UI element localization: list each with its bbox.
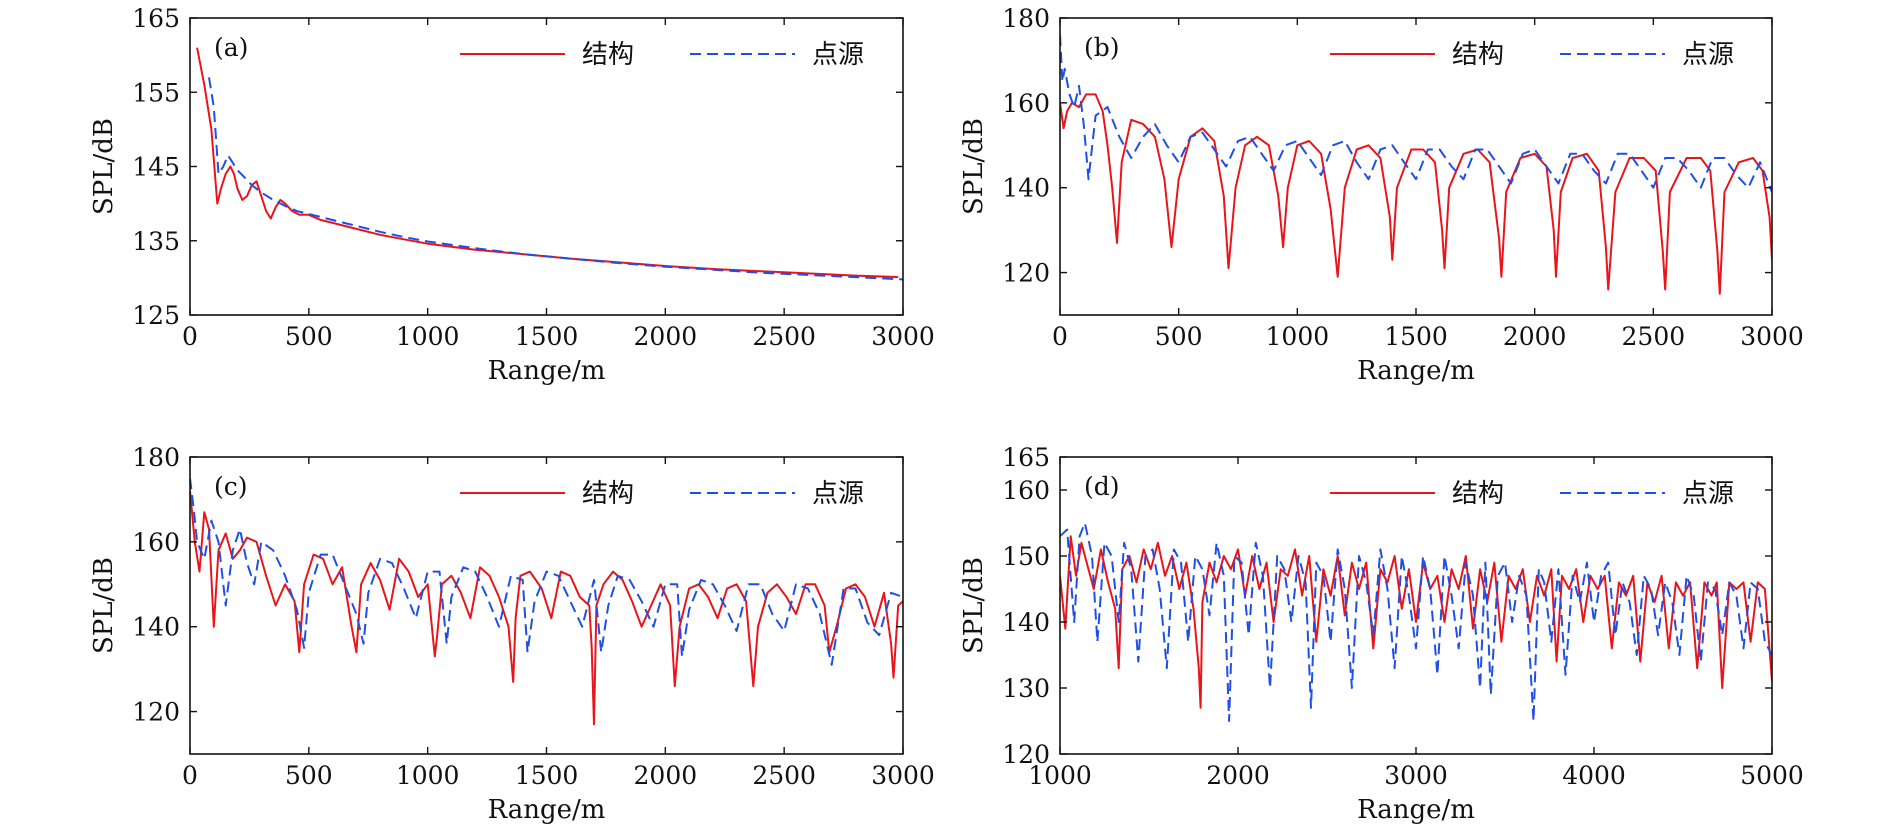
x-tick-label: 3000 — [1740, 322, 1804, 351]
x-tick-label: 1000 — [1028, 761, 1092, 790]
x-tick-label: 0 — [182, 322, 198, 351]
x-tick-label: 1000 — [396, 761, 460, 790]
series-line-structure — [196, 47, 899, 279]
panel-tag: (c) — [214, 472, 248, 501]
x-tick-label: 2000 — [634, 322, 698, 351]
legend-label-point-source: 点源 — [812, 40, 864, 70]
legend-label-point-source: 点源 — [1682, 40, 1734, 70]
x-tick-label: 0 — [1052, 322, 1068, 351]
x-tick-label: 4000 — [1562, 761, 1626, 790]
x-axis-label: Range/m — [1357, 795, 1475, 825]
series-line-point-source — [190, 478, 903, 666]
x-tick-label: 1500 — [515, 761, 579, 790]
x-tick-label: 3000 — [871, 761, 935, 790]
legend-label-structure: 结构 — [582, 479, 634, 509]
x-tick-label: 1500 — [1384, 322, 1448, 351]
chart-panel-a: 0 500 1000 1500 2000 2500 3000 125 135 145 155 165 R… — [89, 4, 935, 386]
x-axis-label: Range/m — [488, 356, 606, 386]
y-axis-label: SPL/dB — [89, 118, 119, 215]
y-tick-label: 180 — [1002, 4, 1050, 33]
x-tick-label: 3000 — [1384, 761, 1448, 790]
y-tick-label: 160 — [1002, 476, 1050, 505]
x-tick-label: 2000 — [634, 761, 698, 790]
y-tick-label: 140 — [132, 613, 180, 642]
panel-tag: (a) — [214, 33, 248, 62]
y-tick-label: 120 — [1002, 259, 1050, 288]
series-line-point-source — [1060, 34, 1772, 193]
x-tick-label: 500 — [285, 322, 333, 351]
x-tick-label: 2000 — [1503, 322, 1567, 351]
y-axis-label: SPL/dB — [89, 557, 119, 654]
y-tick-label: 165 — [132, 4, 180, 33]
x-tick-label: 3000 — [871, 322, 935, 351]
legend-label-structure: 结构 — [582, 40, 634, 70]
legend-label-point-source: 点源 — [1682, 479, 1734, 509]
panel-tag: (b) — [1084, 33, 1120, 62]
panel-tag: (d) — [1084, 472, 1120, 501]
y-tick-label: 165 — [1002, 443, 1050, 472]
y-tick-label: 140 — [1002, 174, 1050, 203]
x-tick-label: 0 — [182, 761, 198, 790]
x-axis-label: Range/m — [488, 795, 606, 825]
y-tick-label: 160 — [1002, 89, 1050, 118]
series-line-point-source — [208, 77, 903, 281]
x-axis-label: Range/m — [1357, 356, 1475, 386]
x-tick-label: 2500 — [752, 322, 816, 351]
series-line-point-source — [1060, 522, 1772, 722]
x-tick-label: 2500 — [1622, 322, 1686, 351]
x-tick-label: 1000 — [1266, 322, 1330, 351]
legend-label-structure: 结构 — [1452, 479, 1504, 509]
chart-panel-c: 0 500 1000 1500 2000 2500 3000 120 140 160 180 Rang… — [89, 443, 935, 825]
x-tick-label: 1000 — [396, 322, 460, 351]
series-line-structure — [190, 490, 903, 726]
y-tick-label: 145 — [132, 153, 180, 182]
y-tick-label: 125 — [132, 301, 180, 330]
y-tick-label: 140 — [1002, 608, 1050, 637]
y-tick-label: 135 — [132, 227, 180, 256]
x-tick-label: 5000 — [1740, 761, 1804, 790]
x-tick-label: 500 — [285, 761, 333, 790]
chart-panel-b: 0 500 1000 1500 2000 2500 3000 120 140 160 180 Rang… — [959, 4, 1804, 386]
y-tick-label: 150 — [1002, 542, 1050, 571]
chart-panel-d: 1000 2000 3000 4000 5000 120 130 140 150 160 165 Ra… — [959, 443, 1804, 825]
x-tick-label: 2500 — [752, 761, 816, 790]
series-line-structure — [1060, 93, 1772, 295]
x-tick-label: 500 — [1155, 322, 1203, 351]
y-tick-label: 120 — [1002, 740, 1050, 769]
x-tick-label: 1500 — [515, 322, 579, 351]
plot-frame — [189, 17, 904, 316]
legend-label-structure: 结构 — [1452, 40, 1504, 70]
y-axis-label: SPL/dB — [959, 557, 989, 654]
legend-label-point-source: 点源 — [812, 479, 864, 509]
y-tick-label: 160 — [132, 528, 180, 557]
y-tick-label: 180 — [132, 443, 180, 472]
y-tick-label: 120 — [132, 698, 180, 727]
y-tick-label: 155 — [132, 78, 180, 107]
series-line-structure — [1060, 535, 1772, 709]
x-tick-label: 2000 — [1206, 761, 1270, 790]
y-tick-label: 130 — [1002, 674, 1050, 703]
y-axis-label: SPL/dB — [959, 118, 989, 215]
